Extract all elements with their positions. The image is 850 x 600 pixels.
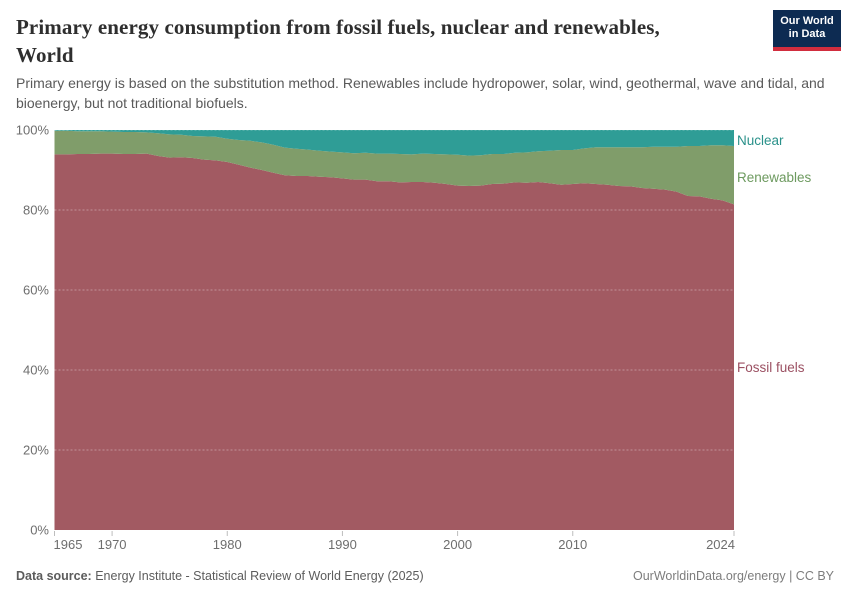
chart-footer: Data source: Energy Institute - Statisti…: [16, 569, 834, 583]
y-axis-tick-label: 80%: [23, 203, 49, 218]
credit-link[interactable]: OurWorldinData.org/energy | CC BY: [632, 569, 834, 583]
owid-logo-text: Our World in Data: [773, 10, 841, 47]
chart-subtitle: Primary energy is based on the substitut…: [16, 75, 825, 111]
y-axis-tick-label: 40%: [23, 363, 49, 378]
x-axis-tick-label: 2010: [558, 537, 587, 552]
x-axis-tick-label: 1965: [54, 537, 83, 552]
legend-label-nuclear[interactable]: Nuclear: [737, 133, 784, 148]
owid-logo[interactable]: Our World in Data: [773, 10, 841, 51]
x-axis-tick-label: 1990: [328, 537, 357, 552]
y-axis-tick-label: 20%: [23, 443, 49, 458]
x-axis-tick-label: 1970: [98, 537, 127, 552]
y-axis-tick-label: 0%: [30, 523, 49, 538]
data-source: Data source: Energy Institute - Statisti…: [16, 569, 424, 583]
area-nuclear: [54, 130, 734, 156]
area-fossil-fuels: [54, 153, 734, 530]
data-source-text: Energy Institute - Statistical Review of…: [95, 569, 424, 583]
owid-logo-line2: in Data: [788, 28, 826, 40]
owid-logo-line1: Our World: [780, 15, 834, 27]
data-source-label: Data source:: [16, 569, 92, 583]
x-axis-tick-label: 1980: [213, 537, 242, 552]
legend-label-renewables[interactable]: Renewables: [737, 170, 812, 185]
y-axis-tick-label: 60%: [23, 283, 49, 298]
legend-label-fossil-fuels[interactable]: Fossil fuels: [737, 360, 805, 375]
chart-title: Primary energy consumption from fossil f…: [16, 15, 660, 67]
y-axis-tick-label: 100%: [16, 123, 50, 138]
owid-logo-red-bar: [773, 47, 841, 51]
x-axis-tick-label: 2024: [706, 537, 735, 552]
x-axis-tick-label: 2000: [443, 537, 472, 552]
area-renewables: [54, 130, 734, 205]
